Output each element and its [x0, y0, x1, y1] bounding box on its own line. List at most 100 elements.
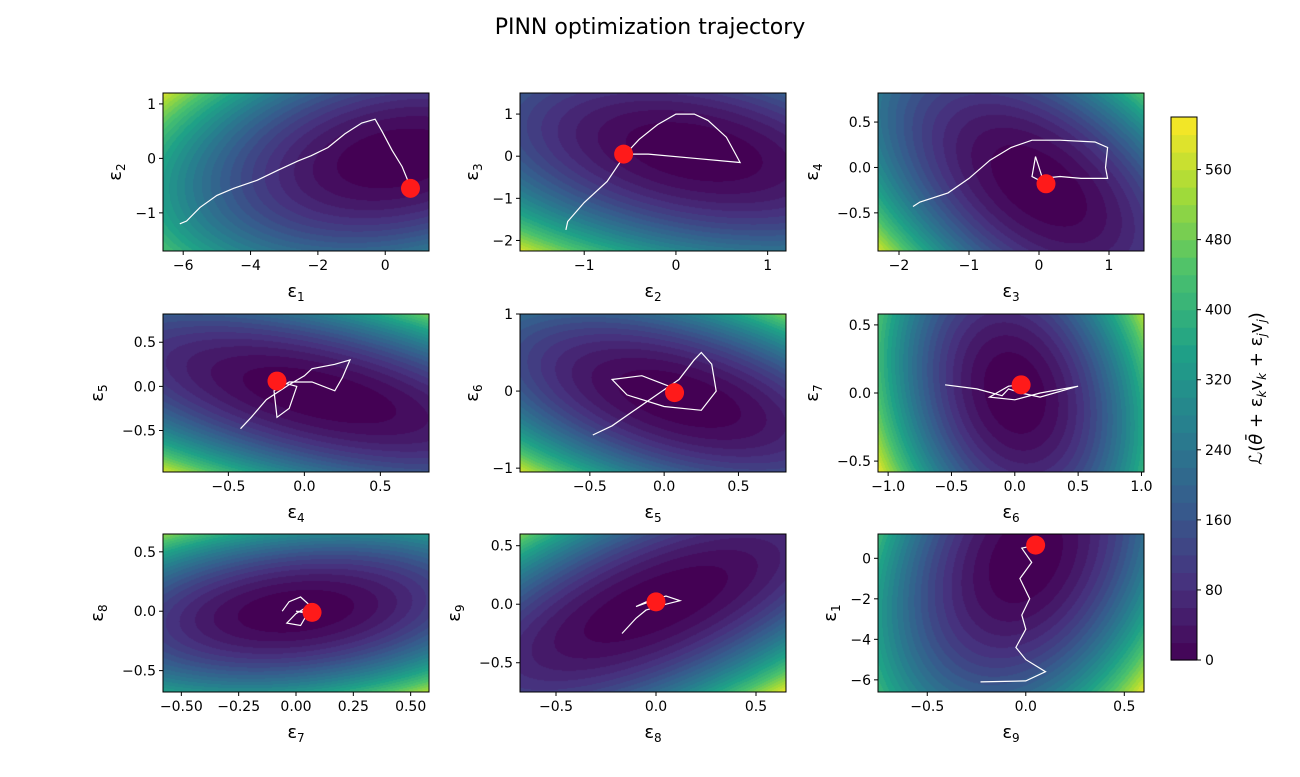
y-tick-label: −2 [850, 592, 871, 608]
colorbar-band [1171, 292, 1197, 311]
colorbar-band [1171, 239, 1197, 258]
x-tick-label: 0.5 [745, 699, 767, 715]
x-tick-label: −0.50 [160, 699, 203, 715]
colorbar-band [1171, 257, 1197, 276]
colorbar-band [1171, 519, 1197, 538]
minimum-marker [1036, 174, 1056, 194]
y-tick-label: 1 [504, 307, 513, 323]
y-tick-label: −4 [850, 632, 871, 648]
colorbar: 0 80 160 240 320 400 480 560 ℒ(θ̄ + εkvk + εjvj) [1170, 116, 1269, 669]
x-tick-label: 0.5 [1113, 699, 1135, 715]
colorbar-band [1171, 414, 1197, 433]
x-tick-label: 0.0 [645, 699, 667, 715]
colorbar-tick-label: 80 [1205, 583, 1223, 599]
trajectory-line [621, 595, 683, 634]
colorbar-band [1171, 554, 1197, 574]
axes-frame [519, 533, 787, 693]
x-tick-label: 0.0 [1015, 699, 1037, 715]
minimum-marker [1011, 375, 1031, 395]
contour-surface [163, 93, 429, 251]
y-tick-label: −1 [492, 191, 513, 207]
x-tick-label: 0.50 [395, 699, 426, 715]
subplot-8: −0.5 0.0 0.5 −0.5 0.0 0.5 ε8 ε9 [444, 533, 787, 745]
y-axis-label: ε2 [105, 163, 128, 180]
colorbar-band [1171, 642, 1197, 661]
x-tick-label: 0.5 [1067, 479, 1089, 495]
colorbar-band [1171, 274, 1197, 293]
minimum-marker [1026, 535, 1046, 555]
trajectory-line [980, 544, 1047, 683]
y-tick-label: −0.5 [837, 454, 871, 470]
y-tick-label: 0.0 [849, 386, 871, 402]
x-axis-label: ε4 [287, 502, 304, 525]
x-axis-label: ε1 [287, 281, 304, 304]
y-tick-label: 1 [147, 97, 156, 113]
axes-frame [162, 313, 430, 473]
x-tick-label: 0.0 [293, 479, 315, 495]
colorbar-band [1171, 327, 1197, 346]
x-tick-label: −2 [889, 258, 910, 274]
minimum-marker [267, 371, 287, 391]
colorbar-band [1171, 117, 1197, 136]
trajectory-line [565, 113, 742, 231]
y-tick-label: 0.5 [849, 318, 871, 334]
colorbar-band [1171, 589, 1197, 609]
colorbar-band [1171, 432, 1197, 451]
trajectory-line [281, 596, 313, 627]
colorbar-band [1171, 397, 1197, 416]
y-tick-label: 0 [147, 151, 156, 167]
x-axis-label: ε5 [644, 502, 661, 525]
contour-surface [878, 314, 1144, 472]
minimum-marker [665, 383, 685, 403]
y-tick-label: 0.5 [491, 539, 513, 555]
colorbar-band [1171, 204, 1197, 223]
axes-frame [162, 92, 430, 252]
colorbar-band [1171, 344, 1197, 363]
subplot-5: −0.5 0.0 0.5 −1 0 1 ε5 ε6 [462, 307, 787, 525]
x-tick-label: −1 [959, 258, 980, 274]
y-tick-label: 0.0 [134, 604, 156, 620]
y-tick-label: 0.5 [134, 335, 156, 351]
y-tick-label: −1 [135, 206, 156, 222]
trajectory-line [592, 351, 717, 436]
y-tick-label: −0.5 [479, 656, 513, 672]
x-tick-label: 0.00 [280, 699, 311, 715]
trajectory-line [912, 139, 1109, 208]
x-tick-label: −1 [574, 258, 595, 274]
y-tick-label: −0.5 [837, 206, 871, 222]
contour-surface [520, 314, 786, 472]
colorbar-frame [1170, 116, 1198, 661]
colorbar-tick-label: 480 [1205, 233, 1232, 249]
y-axis-label: ε7 [802, 384, 825, 401]
colorbar-band [1171, 169, 1197, 188]
x-tick-label: −0.5 [539, 699, 573, 715]
y-tick-label: −0.5 [122, 424, 156, 440]
y-tick-label: 0.0 [491, 597, 513, 613]
minimum-marker [400, 178, 420, 198]
x-tick-label: 1.0 [1130, 479, 1152, 495]
x-tick-label: 1 [763, 258, 772, 274]
x-tick-label: −2 [308, 258, 329, 274]
y-axis-label: ε8 [87, 604, 110, 621]
colorbar-band [1171, 309, 1197, 328]
y-tick-label: −0.5 [122, 664, 156, 680]
subplot-2: −1 0 1 −2 −1 0 1 ε2 ε3 [462, 92, 787, 304]
y-tick-label: 0.5 [849, 115, 871, 131]
colorbar-label: ℒ(θ̄ + εkvk + εjvj) [1245, 312, 1269, 464]
y-tick-label: 0.0 [849, 160, 871, 176]
x-tick-label: −0.5 [211, 479, 245, 495]
colorbar-band [1171, 624, 1197, 644]
x-axis-label: ε2 [644, 281, 661, 304]
colorbar-band [1171, 362, 1197, 381]
x-tick-label: 0.5 [369, 479, 391, 495]
minimum-marker [614, 144, 634, 164]
colorbar-tick-label: 240 [1205, 443, 1232, 459]
colorbar-tick-label: 0 [1205, 653, 1214, 669]
subplot-4: −0.5 0.0 0.5 −0.5 0.0 0.5 ε4 ε5 [87, 313, 430, 525]
colorbar-tick-label: 160 [1205, 513, 1232, 529]
x-tick-label: −0.25 [217, 699, 260, 715]
y-tick-label: 0.0 [134, 379, 156, 395]
figure-title: PINN optimization trajectory [495, 15, 806, 40]
